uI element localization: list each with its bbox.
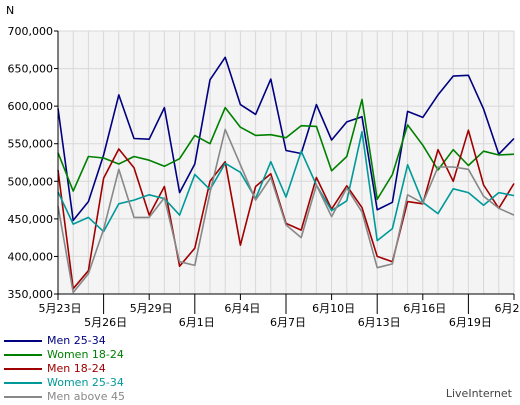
y-tick-label: 350,000 [8,288,54,301]
x-tick-label: 6月7日 [270,316,306,329]
legend: Men 25-34 Women 18-24 Men 18-24 Women 25-34… [4,334,125,404]
x-tick-label: 6月10日 [312,302,355,315]
series-line-women-18-24 [57,98,515,201]
legend-swatch [4,340,42,342]
series-lines [57,56,515,294]
legend-swatch [4,368,42,370]
legend-label: Women 25-34 [47,376,124,389]
x-tick-label: 6月19日 [449,316,492,329]
legend-label: Men 25-34 [47,334,106,347]
x-tick-label: 6月13日 [358,316,401,329]
x-tick-label: 6月1日 [179,316,215,329]
y-tick-label: 450,000 [8,213,54,226]
legend-swatch [4,396,42,398]
series-line-men-above-45 [57,128,515,294]
y-tick-label: 500,000 [8,175,54,188]
y-tick-label: 650,000 [8,63,54,76]
legend-swatch [4,354,42,356]
legend-label: Men above 45 [47,390,125,403]
y-tick-label: 600,000 [8,100,54,113]
y-tick-label: 400,000 [8,250,54,263]
axes: 350,000 400,000 450,000 500,000 550,000 600,0… [8,25,520,329]
legend-label: Men 18-24 [47,362,106,375]
watermark-text: LiveInternet [445,387,512,400]
y-axis-unit: N [6,4,14,17]
legend-swatch [4,382,42,384]
x-tick-label: 6月22日 [495,302,520,315]
series-line-women-25-34 [57,130,515,242]
legend-item: Men 18-24 [4,362,125,376]
x-tick-label: 5月23日 [39,302,82,315]
series-line-men-25-34 [57,56,515,222]
x-tick-label: 5月29日 [130,302,173,315]
legend-item: Men above 45 [4,390,125,404]
legend-item: Men 25-34 [4,334,125,348]
x-tick-label: 6月4日 [224,302,260,315]
x-tick-label: 6月16日 [403,302,446,315]
legend-item: Women 18-24 [4,348,125,362]
y-tick-label: 550,000 [8,138,54,151]
legend-label: Women 18-24 [47,348,124,361]
y-tick-label: 700,000 [8,25,54,38]
x-tick-label: 5月26日 [84,316,127,329]
legend-item: Women 25-34 [4,376,125,390]
